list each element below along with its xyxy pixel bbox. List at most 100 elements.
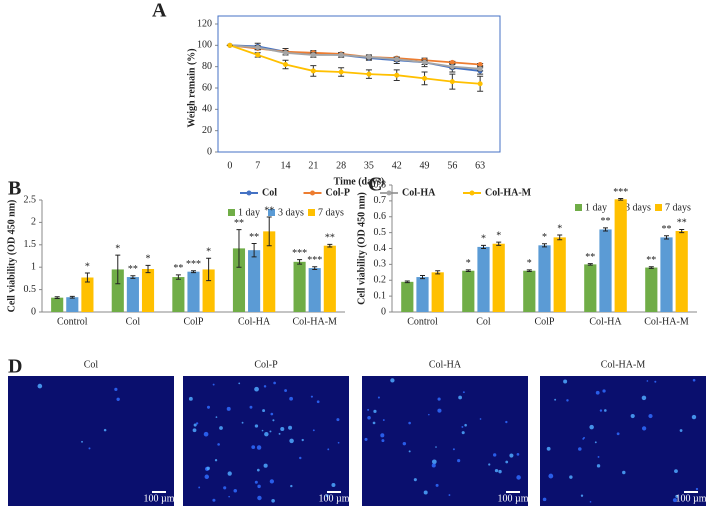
stained-nucleus [582,438,585,440]
marker [394,72,400,78]
stained-nucleus [604,409,607,412]
stained-nucleus [219,426,223,430]
error-bar [236,229,242,268]
y-tick-label: 1 [31,261,36,272]
error-bar [679,228,685,234]
stained-nucleus [81,440,83,443]
stained-nucleus [254,424,259,428]
error-bar [69,295,75,299]
y-tick-label: 0 [381,306,386,317]
stained-nucleus [251,445,256,450]
stained-nucleus [435,446,437,448]
line [229,44,481,85]
stained-nucleus [594,441,597,444]
x-tick-label: 35 [364,160,374,171]
stained-nucleus [367,408,370,411]
stained-nucleus [380,433,385,438]
bar [416,277,429,312]
bar [584,264,597,312]
error-bar [557,234,563,241]
scale-label: 100 µm [497,493,528,504]
marker [449,59,455,65]
stained-nucleus [498,469,502,474]
stained-nucleus [493,453,497,457]
stained-nucleus [301,438,304,442]
x-tick-label: Col [126,316,141,327]
error-bar [465,269,471,273]
marker [310,52,316,58]
y-tick-label: 0.1 [374,290,387,301]
significance-label: ** [646,255,656,266]
error-bar [404,280,410,284]
stained-nucleus [226,406,231,411]
stained-nucleus [458,395,462,400]
x-tick-label: 0 [227,160,232,171]
stained-nucleus [256,468,260,472]
y-tick-label: 0 [207,146,212,157]
stained-nucleus [215,416,218,418]
stained-nucleus [457,459,461,463]
stained-nucleus [505,420,508,424]
stained-nucleus [462,391,465,394]
y-axis-label: Cell viability (OD 450 nm) [356,192,367,305]
stained-nucleus [464,423,467,427]
stained-nucleus [516,452,520,456]
legend-swatch [655,204,662,211]
stained-nucleus [272,419,275,422]
stained-nucleus [646,380,649,382]
stained-nucleus [437,397,441,401]
stained-nucleus [263,463,268,468]
micrograph [8,376,174,506]
legend-swatch [575,204,582,211]
y-tick-label: 0.5 [374,227,387,238]
x-tick-label: 42 [392,160,402,171]
significance-label: ** [234,218,244,229]
stained-nucleus [203,431,209,437]
stained-nucleus [695,487,699,491]
stained-nucleus [116,397,120,401]
stained-nucleus [278,432,281,435]
y-tick-label: 1.5 [24,239,37,250]
legend-label: 1 day [585,202,607,213]
stained-nucleus [337,441,340,444]
bar [126,277,139,312]
legend-label: Col-HA [402,187,436,198]
error-bar [130,275,136,279]
y-axis-label: Cell viability (OD 450 nm) [6,200,17,313]
stained-nucleus [241,421,244,424]
error-bar [191,270,196,274]
stained-nucleus [269,430,272,433]
significance-label: * [115,243,120,254]
stained-nucleus [595,390,600,395]
x-tick-label: 14 [281,160,291,171]
stained-nucleus [288,425,293,430]
error-bar [664,235,669,240]
stained-nucleus [630,413,635,419]
stained-nucleus [331,482,336,487]
bar [141,268,155,312]
significance-label: ** [677,218,687,229]
significance-label: ** [325,233,335,244]
stained-nucleus [228,495,230,498]
error-bar [266,216,272,247]
bar [645,267,658,312]
bar [599,229,612,312]
stained-nucleus [516,475,521,480]
stained-nucleus [188,396,193,401]
line [229,44,481,70]
stained-nucleus [325,494,329,498]
y-tick-label: 0.5 [24,284,37,295]
scale-label: 100 µm [675,493,706,504]
significance-label: * [542,232,547,243]
stained-nucleus [198,486,201,489]
stained-nucleus [408,421,411,425]
stained-nucleus [390,378,395,383]
x-tick-label: 49 [420,160,430,171]
stained-nucleus [336,418,340,422]
stained-nucleus [193,423,197,427]
stained-nucleus [238,382,241,385]
significance-label: ** [249,232,259,243]
stained-nucleus [271,498,275,503]
x-tick-label: Control [57,316,88,327]
